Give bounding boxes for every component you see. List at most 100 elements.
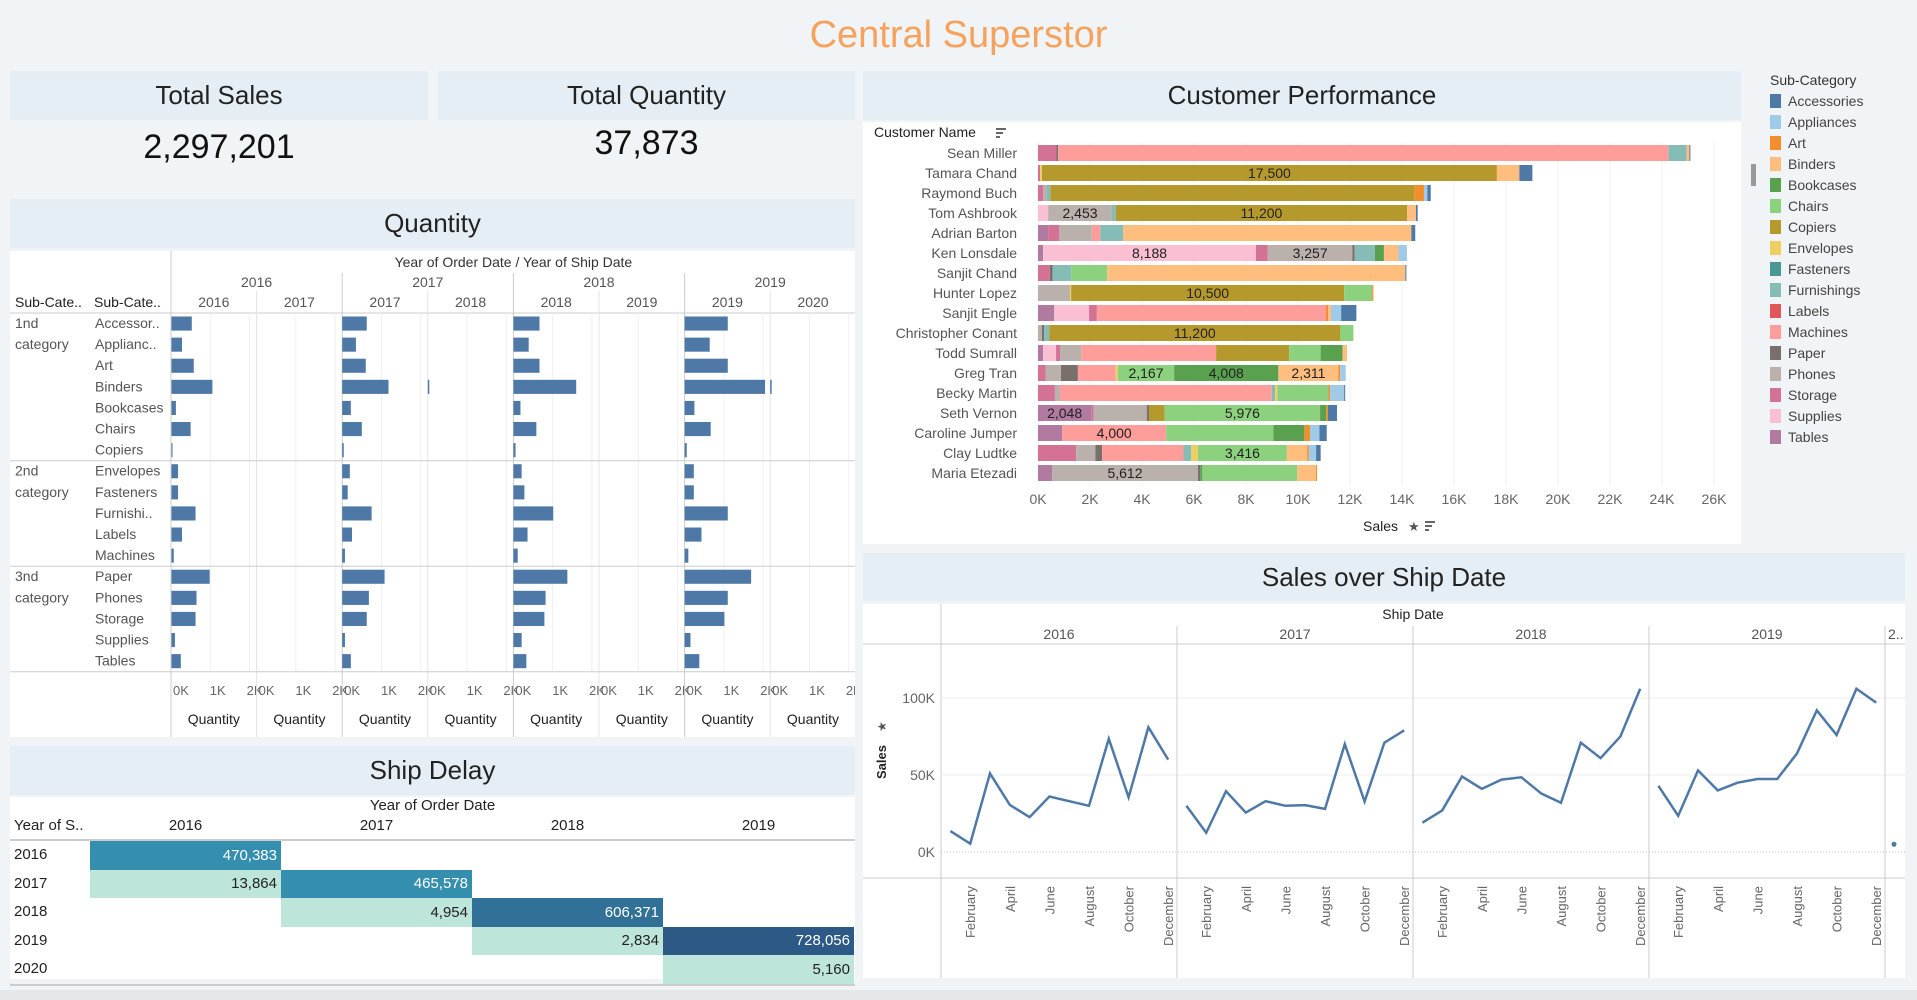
sales-segment-copiers[interactable] xyxy=(1071,285,1345,301)
legend-item[interactable]: Paper xyxy=(1770,342,1917,363)
sales-segment-phones[interactable] xyxy=(1059,225,1092,241)
sales-segment-chairs[interactable] xyxy=(1166,425,1274,441)
sales-segment-supplies[interactable] xyxy=(1038,205,1049,221)
sales-segment-paper[interactable] xyxy=(1352,245,1355,261)
sales-segment-chairs[interactable] xyxy=(1289,345,1321,361)
sales-segment-machines[interactable] xyxy=(1058,145,1669,161)
customer-name-label[interactable]: Sean Miller xyxy=(947,145,1017,161)
sales-segment-art[interactable] xyxy=(1372,285,1374,301)
sales-segment-phones[interactable] xyxy=(1267,245,1353,261)
sales-segment-tables[interactable] xyxy=(1038,225,1049,241)
sales-segment-chairs[interactable] xyxy=(1344,285,1373,301)
sales-segment-supplies[interactable] xyxy=(1043,245,1256,261)
customer-name-label[interactable]: Tom Ashbrook xyxy=(928,205,1018,221)
sales-segment-phones[interactable] xyxy=(1059,345,1082,361)
customer-name-label[interactable]: Greg Tran xyxy=(954,365,1017,381)
sales-segment-machines[interactable] xyxy=(1096,305,1326,321)
sales-segment-bookcases[interactable] xyxy=(1320,345,1343,361)
sales-segment-binders[interactable] xyxy=(1107,265,1406,281)
sales-segment-accessories[interactable] xyxy=(1328,405,1337,421)
customer-name-label[interactable]: Maria Etezadi xyxy=(931,465,1017,481)
sales-segment-chairs[interactable] xyxy=(1277,385,1329,401)
sales-segment-copiers[interactable] xyxy=(1041,165,1497,181)
legend-item[interactable]: Furnishings xyxy=(1770,279,1917,300)
customer-name-label[interactable]: Ken Lonsdale xyxy=(931,245,1017,261)
sales-segment-phones[interactable] xyxy=(1048,205,1112,221)
customer-name-label[interactable]: Becky Martin xyxy=(936,385,1017,401)
sales-segment-copiers[interactable] xyxy=(1148,405,1165,421)
sales-segment-chairs[interactable] xyxy=(1198,445,1287,461)
sales-segment-appliances[interactable] xyxy=(1308,445,1317,461)
legend-item[interactable]: Accessories xyxy=(1770,90,1917,111)
sort-icon[interactable] xyxy=(996,128,1006,138)
legend-item[interactable]: Phones xyxy=(1770,363,1917,384)
sales-segment-accessories[interactable] xyxy=(1341,305,1357,321)
legend-item[interactable]: Chairs xyxy=(1770,195,1917,216)
sales-segment-envelopes[interactable] xyxy=(1115,365,1118,381)
sales-segment-bookcases[interactable] xyxy=(1273,425,1305,441)
sales-segment-chairs[interactable] xyxy=(1340,325,1354,341)
customer-name-label[interactable]: Hunter Lopez xyxy=(933,285,1017,301)
sales-segment-paper[interactable] xyxy=(1095,445,1103,461)
sales-segment-art[interactable] xyxy=(1338,365,1341,381)
sales-segment-storage[interactable] xyxy=(1255,245,1268,261)
sales-segment-tables[interactable] xyxy=(1038,465,1053,481)
sales-segment-appliances[interactable] xyxy=(1331,305,1342,321)
legend-item[interactable]: Fasteners xyxy=(1770,258,1917,279)
sales-segment-furnishings[interactable] xyxy=(1111,205,1116,221)
sales-segment-supplies[interactable] xyxy=(1054,305,1090,321)
sales-segment-furnishings[interactable] xyxy=(1100,225,1124,241)
sales-segment-binders[interactable] xyxy=(1342,345,1348,361)
sales-segment-copiers[interactable] xyxy=(1049,325,1341,341)
customer-name-label[interactable]: Adrian Barton xyxy=(931,225,1017,241)
sales-segment-chairs[interactable] xyxy=(1164,405,1321,421)
sales-segment-tables[interactable] xyxy=(1038,425,1063,441)
sales-segment-chairs[interactable] xyxy=(1071,265,1108,281)
sales-segment-storage[interactable] xyxy=(1038,145,1057,161)
sales-segment-storage[interactable] xyxy=(1091,405,1094,421)
legend-item[interactable]: Machines xyxy=(1770,321,1917,342)
sales-segment-tables[interactable] xyxy=(1038,305,1055,321)
sales-segment-binders[interactable] xyxy=(1123,225,1412,241)
sort-icon[interactable] xyxy=(1425,521,1435,531)
sales-segment-furnishings[interactable] xyxy=(1354,245,1375,261)
legend-item[interactable]: Supplies xyxy=(1770,405,1917,426)
sales-segment-phones[interactable] xyxy=(1052,465,1198,481)
sales-segment-appliances[interactable] xyxy=(1309,425,1320,441)
sales-segment-chairs[interactable] xyxy=(1202,465,1298,481)
sales-segment-binders[interactable] xyxy=(1286,445,1308,461)
sales-segment-paper[interactable] xyxy=(1146,405,1149,421)
customer-name-label[interactable]: Tamara Chand xyxy=(925,165,1017,181)
sales-segment-storage[interactable] xyxy=(1038,165,1041,181)
sales-segment-phones[interactable] xyxy=(1054,385,1060,401)
customer-name-label[interactable]: Raymond Buch xyxy=(921,185,1017,201)
sales-segment-accessories[interactable] xyxy=(1319,425,1327,441)
sales-segment-accessories[interactable] xyxy=(1415,205,1418,221)
sales-segment-phones[interactable] xyxy=(1038,285,1070,301)
sales-segment-storage[interactable] xyxy=(1038,185,1044,201)
sales-segment-supplies[interactable] xyxy=(1043,345,1057,361)
sales-segment-phones[interactable] xyxy=(1045,365,1062,381)
customer-name-label[interactable]: Seth Vernon xyxy=(940,405,1017,421)
sales-segment-bookcases[interactable] xyxy=(1320,405,1327,421)
sales-segment-bookcases[interactable] xyxy=(1374,245,1384,261)
legend-item[interactable]: Bookcases xyxy=(1770,174,1917,195)
sales-segment-paper[interactable] xyxy=(1049,265,1053,281)
sales-segment-accessories[interactable] xyxy=(1519,165,1533,181)
sales-segment-tables[interactable] xyxy=(1038,345,1044,361)
legend-item[interactable]: Tables xyxy=(1770,426,1917,447)
sales-segment-binders[interactable] xyxy=(1328,305,1332,321)
sales-segment-furnishings[interactable] xyxy=(1183,445,1192,461)
customer-name-label[interactable]: Sanjit Chand xyxy=(937,265,1017,281)
sales-segment-machines[interactable] xyxy=(1081,345,1217,361)
sales-segment-paper[interactable] xyxy=(1197,465,1201,481)
sales-segment-envelopes[interactable] xyxy=(1191,445,1199,461)
sales-segment-accessories[interactable] xyxy=(1689,145,1691,161)
sales-segment-phones[interactable] xyxy=(1038,325,1042,341)
sales-segment-appliances[interactable] xyxy=(1330,385,1345,401)
legend-item[interactable]: Appliances xyxy=(1770,111,1917,132)
legend-item[interactable]: Labels xyxy=(1770,300,1917,321)
scrollbar-thumb[interactable] xyxy=(1751,164,1756,186)
sales-segment-binders[interactable] xyxy=(1297,465,1316,481)
sales-segment-accessories[interactable] xyxy=(1316,445,1321,461)
